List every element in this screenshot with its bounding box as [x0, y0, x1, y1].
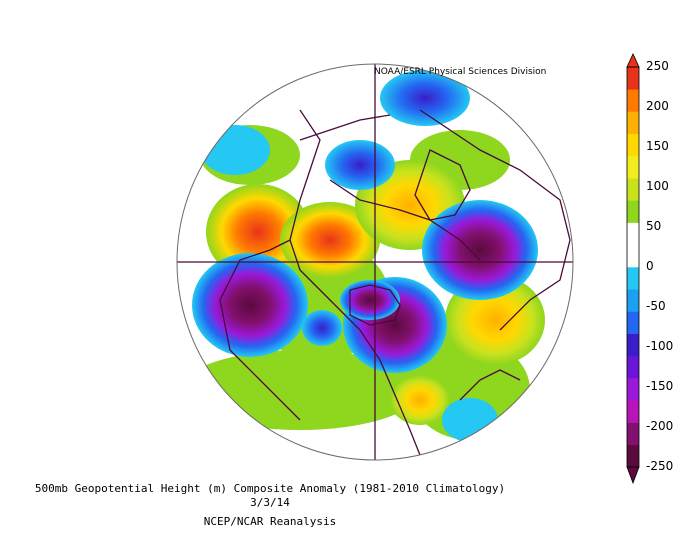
colorbar-bottom-arrow [626, 466, 640, 485]
colorbar-label: 250 [646, 59, 669, 73]
colorbar-frame [626, 66, 640, 468]
colorbar-segment [627, 333, 639, 357]
colorbar-segment [627, 422, 639, 446]
colorbar-segment [627, 267, 639, 290]
caption-date: 3/3/14 [250, 496, 290, 509]
colorbar-segment [627, 244, 639, 268]
colorbar-segment [627, 444, 639, 468]
colorbar-label: 100 [646, 179, 669, 193]
colorbar-label: -100 [646, 339, 674, 353]
colorbar-label: -150 [646, 379, 674, 393]
colorbar-segment [627, 67, 639, 90]
map-border [176, 63, 574, 461]
colorbar-segment [627, 155, 639, 179]
colorbar-segment [627, 400, 639, 423]
colorbar-segment [627, 200, 639, 223]
colorbar-segment [627, 289, 639, 312]
anomaly-field [177, 64, 573, 460]
credit-label: NOAA/ESRL Physical Sciences Division [374, 67, 547, 77]
colorbar-label: -200 [646, 419, 674, 433]
colorbar-segment [627, 311, 639, 334]
colorbar-segment [627, 355, 639, 379]
coastlines [219, 109, 571, 456]
caption-source: NCEP/NCAR Reanalysis [203, 515, 337, 528]
colorbar [626, 53, 640, 485]
colorbar-segment [627, 222, 639, 246]
colorbar-label: -250 [646, 459, 674, 473]
caption-title: 500mb Geopotential Height (m) Composite … [34, 482, 506, 495]
colorbar-segment [627, 133, 639, 157]
colorbar-label: 50 [646, 219, 662, 233]
colorbar-label: 200 [646, 99, 669, 113]
colorbar-segment [627, 89, 639, 112]
colorbar-segment [627, 378, 639, 401]
colorbar-top-arrow [626, 53, 640, 68]
colorbar-segment [627, 111, 639, 134]
colorbar-label: 0 [646, 259, 654, 273]
colorbar-segment [627, 178, 639, 201]
colorbar-label: 150 [646, 139, 669, 153]
colorbar-label: -50 [646, 299, 666, 313]
